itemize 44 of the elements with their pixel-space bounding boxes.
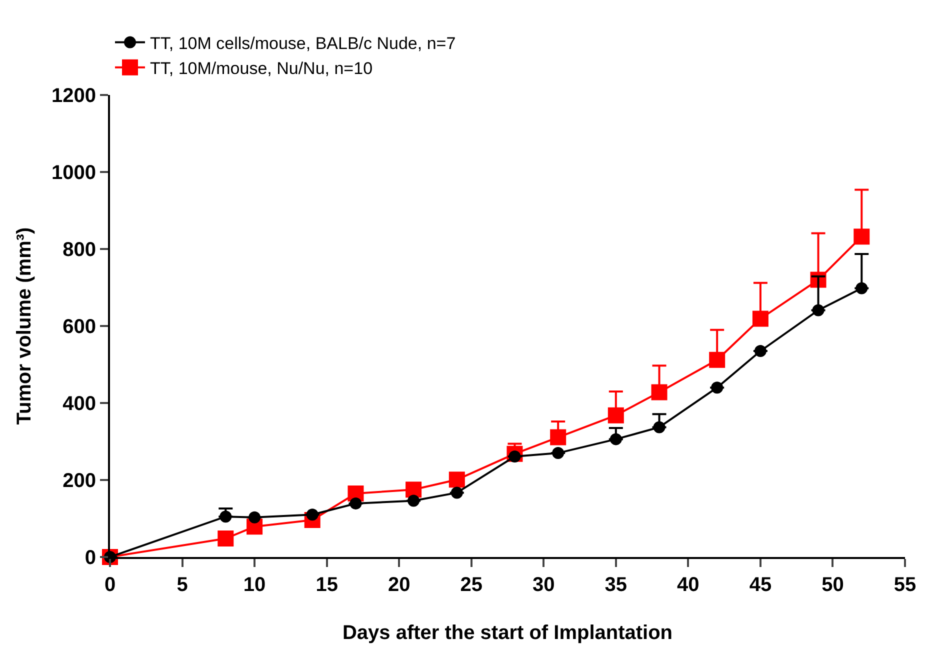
x-tick-label: 0 — [104, 574, 116, 596]
legend-label: TT, 10M/mouse, Nu/Nu, n=10 — [150, 59, 373, 78]
point — [218, 530, 234, 547]
point — [856, 282, 868, 294]
x-tick-label: 25 — [460, 574, 482, 596]
point — [248, 511, 261, 524]
x-tick-label: 45 — [749, 574, 772, 596]
point — [610, 433, 622, 446]
x-tick-label: 5 — [176, 574, 188, 596]
point — [812, 304, 824, 316]
y-tick-label: 800 — [62, 239, 96, 261]
point — [408, 494, 420, 507]
x-tick-label: 20 — [388, 574, 410, 596]
y-tick-label: 400 — [62, 393, 96, 415]
x-tick-label: 35 — [604, 574, 628, 596]
x-tick-label: 10 — [243, 574, 266, 596]
point — [448, 472, 465, 488]
x-tick-label: 30 — [532, 574, 555, 596]
x-tick-label: 15 — [316, 574, 338, 596]
point — [450, 486, 463, 499]
point — [854, 228, 870, 245]
x-axis-title: Days after the start of Implantation — [342, 622, 673, 644]
legend-label: TT, 10M cells/mouse, BALB/c Nude, n=7 — [150, 34, 456, 53]
y-tick-label: 1000 — [52, 162, 96, 184]
point — [608, 407, 624, 424]
point — [711, 382, 724, 394]
x-tick-label: 55 — [894, 574, 916, 596]
point — [406, 482, 422, 498]
point — [550, 429, 566, 446]
y-tick-label: 0 — [84, 547, 96, 569]
x-tick-label: 40 — [677, 574, 700, 596]
x-tick-label: 50 — [822, 574, 844, 596]
point — [220, 510, 232, 523]
point — [350, 497, 362, 510]
y-tick-label: 1200 — [52, 85, 96, 107]
point — [752, 310, 768, 327]
y-axis-title: Tumor volume (mm³) — [14, 227, 36, 425]
point — [754, 345, 766, 358]
y-tick-label: 600 — [62, 316, 96, 338]
point — [552, 447, 564, 460]
point — [651, 384, 668, 400]
y-tick-label: 200 — [62, 470, 96, 492]
point — [653, 421, 666, 434]
point — [709, 352, 726, 368]
